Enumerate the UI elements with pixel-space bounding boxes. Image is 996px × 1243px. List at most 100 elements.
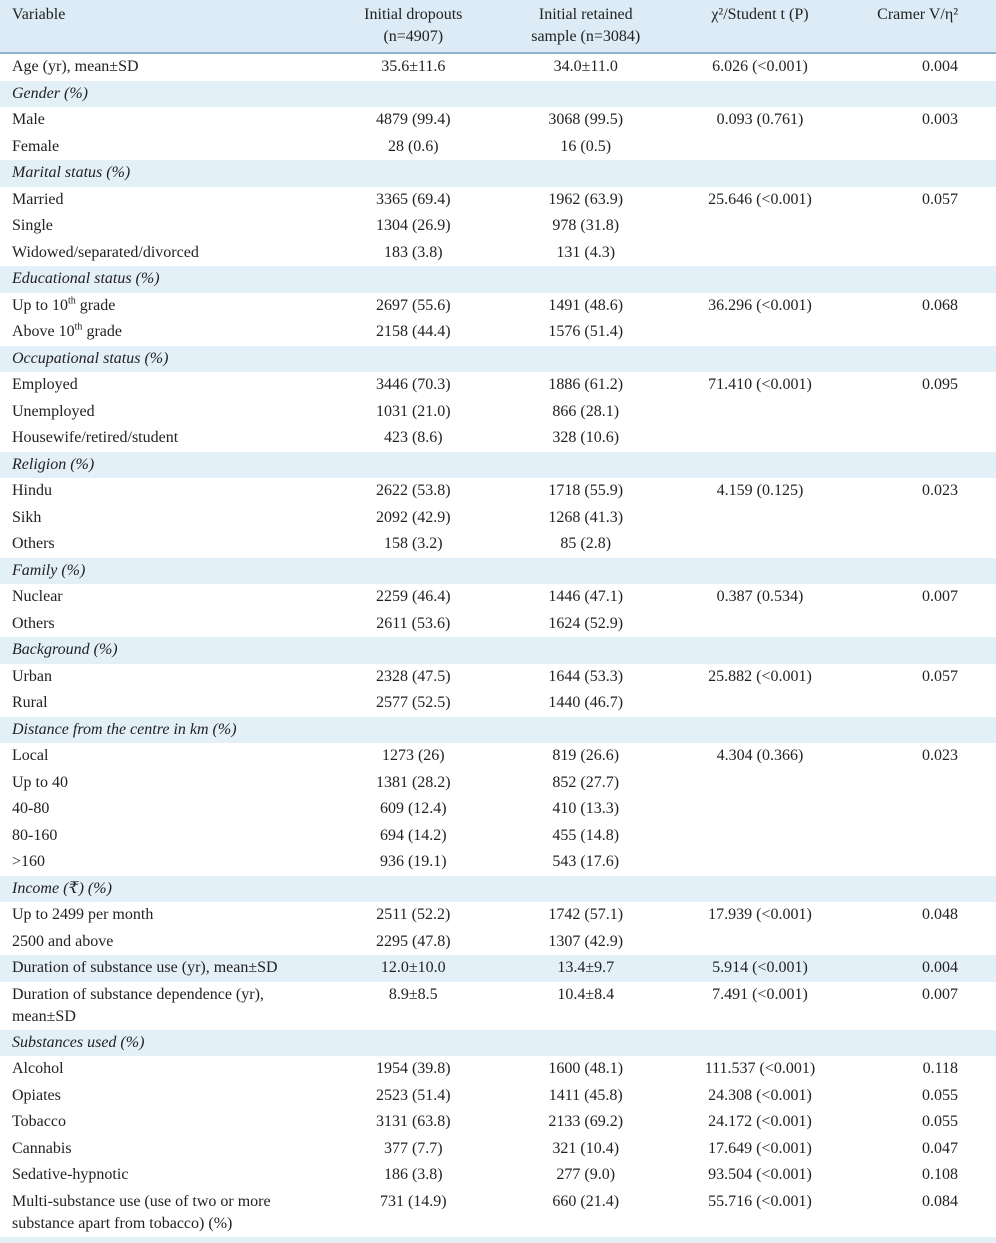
header-dropouts-line2: (n=4907): [383, 28, 444, 45]
row-label: Widowed/separated/divorced: [12, 243, 199, 261]
dropouts-cell: 1304 (26.9): [375, 217, 451, 234]
section-label: Religion (%): [0, 451, 996, 478]
section-header-row: Distance from the centre in km (%): [0, 716, 996, 743]
dropouts-cell: 3131 (63.8): [375, 1113, 451, 1130]
section-header-row: Income (₹) (%): [0, 875, 996, 902]
dropouts-cell: 2295 (47.8): [375, 932, 451, 950]
test-statistic-cell: 25.882 (<0.001): [708, 667, 812, 685]
dropouts-cell: 158 (3.2): [383, 535, 443, 552]
test-statistic-cell: 4.159 (0.125): [716, 482, 804, 499]
section-label: Gender (%): [0, 80, 996, 107]
section-label: Marital status (%): [0, 160, 996, 187]
row-label: Duration of substance dependence (yr), m…: [12, 985, 264, 1025]
effect-size-cell: 0.118: [922, 1060, 958, 1077]
dropouts-cell: 2523 (51.4): [375, 1086, 451, 1104]
effect-size-cell: [844, 319, 996, 346]
header-retained-line1: Initial retained: [538, 6, 633, 23]
table-row: Tobacco 3131 (63.8) 2133 (69.2) 24.172 (<0.…: [0, 1109, 996, 1136]
effect-size-cell: [844, 611, 996, 638]
table-row: Alcohol 1954 (39.8) 1600 (48.1) 111.537 (<0…: [0, 1056, 996, 1083]
header-retained: Initial retained sample (n=3084): [496, 0, 670, 53]
effect-size-cell: 0.047: [922, 1139, 958, 1157]
test-statistic-cell: [670, 849, 844, 876]
effect-size-cell: [844, 690, 996, 717]
test-statistic-cell: 6.026 (<0.001): [669, 52, 845, 81]
table-row: Male 4879 (99.4) 3068 (99.5) 0.093 (0.761) 0…: [0, 107, 996, 134]
retained-cell: 1446 (47.1): [548, 588, 624, 605]
effect-size-cell: 0.084: [844, 1188, 996, 1243]
table-row: Nuclear 2259 (46.4) 1446 (47.1) 0.387 (0.53…: [0, 584, 996, 611]
retained-cell: 1491 (48.6): [548, 296, 624, 314]
retained-cell: 543 (17.6): [552, 853, 620, 870]
row-label: Others: [12, 535, 55, 552]
retained-cell: 1644 (53.3): [548, 667, 624, 685]
test-statistic-cell: 71.410 (<0.001): [708, 376, 812, 393]
test-statistic-cell: 24.172 (<0.001): [708, 1113, 812, 1130]
retained-cell: 660 (21.4): [495, 1188, 670, 1243]
row-label: Hindu: [12, 482, 52, 499]
effect-size-cell: 0.007: [922, 985, 958, 1003]
test-statistic-cell: 25.646 (<0.001): [708, 190, 812, 208]
dropouts-cell: 694 (14.2): [379, 826, 447, 844]
effect-size-cell: [844, 399, 996, 426]
dropouts-cell: 1381 (28.2): [375, 773, 451, 791]
row-label: Urban: [12, 667, 52, 685]
table-row: Sikh 2092 (42.9) 1268 (41.3): [0, 505, 996, 532]
retained-cell: 1440 (46.7): [548, 694, 624, 711]
dropouts-cell: 35.6±11.6: [324, 52, 496, 81]
dropouts-cell: 2259 (46.4): [375, 588, 451, 605]
section-label: Family (%): [0, 557, 996, 584]
dropouts-cell: 2622 (53.8): [375, 482, 451, 499]
table-row: Housewife/retired/student 423 (8.6) 328 (1…: [0, 425, 996, 452]
table-row: Rural 2577 (52.5) 1440 (46.7): [0, 690, 996, 717]
retained-cell: 131 (4.3): [556, 243, 616, 261]
retained-cell: 1600 (48.1): [548, 1060, 624, 1077]
row-label: Sikh: [12, 508, 42, 526]
dropouts-cell: 4879 (99.4): [375, 111, 451, 128]
section-header-row: Occupational status (%): [0, 345, 996, 372]
dropouts-cell: 1954 (39.8): [375, 1060, 451, 1077]
test-statistic-cell: [670, 690, 844, 717]
test-statistic-cell: 17.939 (<0.001): [708, 906, 812, 923]
effect-size-cell: [844, 425, 996, 452]
row-label: Others: [12, 614, 55, 632]
test-statistic-cell: 5.914 (<0.001): [669, 955, 845, 982]
row-label: Opiates: [12, 1086, 61, 1104]
test-statistic-cell: 17.649 (<0.001): [708, 1139, 812, 1157]
dropouts-cell: 2697 (55.6): [375, 296, 451, 314]
effect-size-cell: 0.057: [922, 667, 958, 685]
row-label: Employed: [12, 376, 78, 393]
row-label: Age (yr), mean±SD: [0, 52, 325, 81]
test-statistic-cell: [670, 399, 844, 426]
section-label: Occupational status (%): [0, 345, 996, 372]
table-row: Unemployed 1031 (21.0) 866 (28.1): [0, 399, 996, 426]
table-row: Hindu 2622 (53.8) 1718 (55.9) 4.159 (0.125)…: [0, 478, 996, 505]
dropouts-cell: 609 (12.4): [379, 800, 447, 817]
section-header-row: Religion (%): [0, 451, 996, 478]
table-row: Above 10th grade 2158 (44.4) 1576 (51.4): [0, 319, 996, 346]
row-label: Unemployed: [12, 402, 95, 420]
retained-cell: 10.4±8.4: [557, 985, 615, 1003]
dropouts-cell: 2611 (53.6): [376, 614, 451, 632]
retained-cell: 85 (2.8): [560, 535, 612, 552]
dropouts-cell: 186 (3.8): [383, 1166, 443, 1183]
table-row: 2500 and above 2295 (47.8) 1307 (42.9): [0, 929, 996, 956]
section-header-row: Substances used (%): [0, 1029, 996, 1056]
retained-cell: 13.4±9.7: [495, 955, 670, 982]
dropouts-cell: 423 (8.6): [383, 429, 443, 446]
test-statistic-cell: 7.491 (<0.001): [712, 985, 808, 1003]
effect-size-cell: [844, 531, 996, 558]
retained-cell: 1307 (42.9): [548, 932, 624, 950]
retained-cell: 3068 (99.5): [548, 111, 624, 128]
test-statistic-cell: [670, 319, 844, 346]
table-row: Employed 3446 (70.3) 1886 (61.2) 71.410 (<0…: [0, 372, 996, 399]
effect-size-cell: 0.004: [844, 52, 996, 81]
table-row: Age (yr), mean±SD 35.6±11.6 34.0±11.0 6.026…: [0, 52, 996, 81]
row-label: Male: [12, 111, 45, 128]
header-effect-size: Cramer V/η²: [877, 6, 958, 23]
table-row: Married 3365 (69.4) 1962 (63.9) 25.646 (<0.…: [0, 187, 996, 214]
table-row: Up to 40 1381 (28.2) 852 (27.7): [0, 770, 996, 797]
retained-cell: 321 (10.4): [552, 1139, 620, 1157]
retained-cell: 978 (31.8): [552, 217, 620, 234]
